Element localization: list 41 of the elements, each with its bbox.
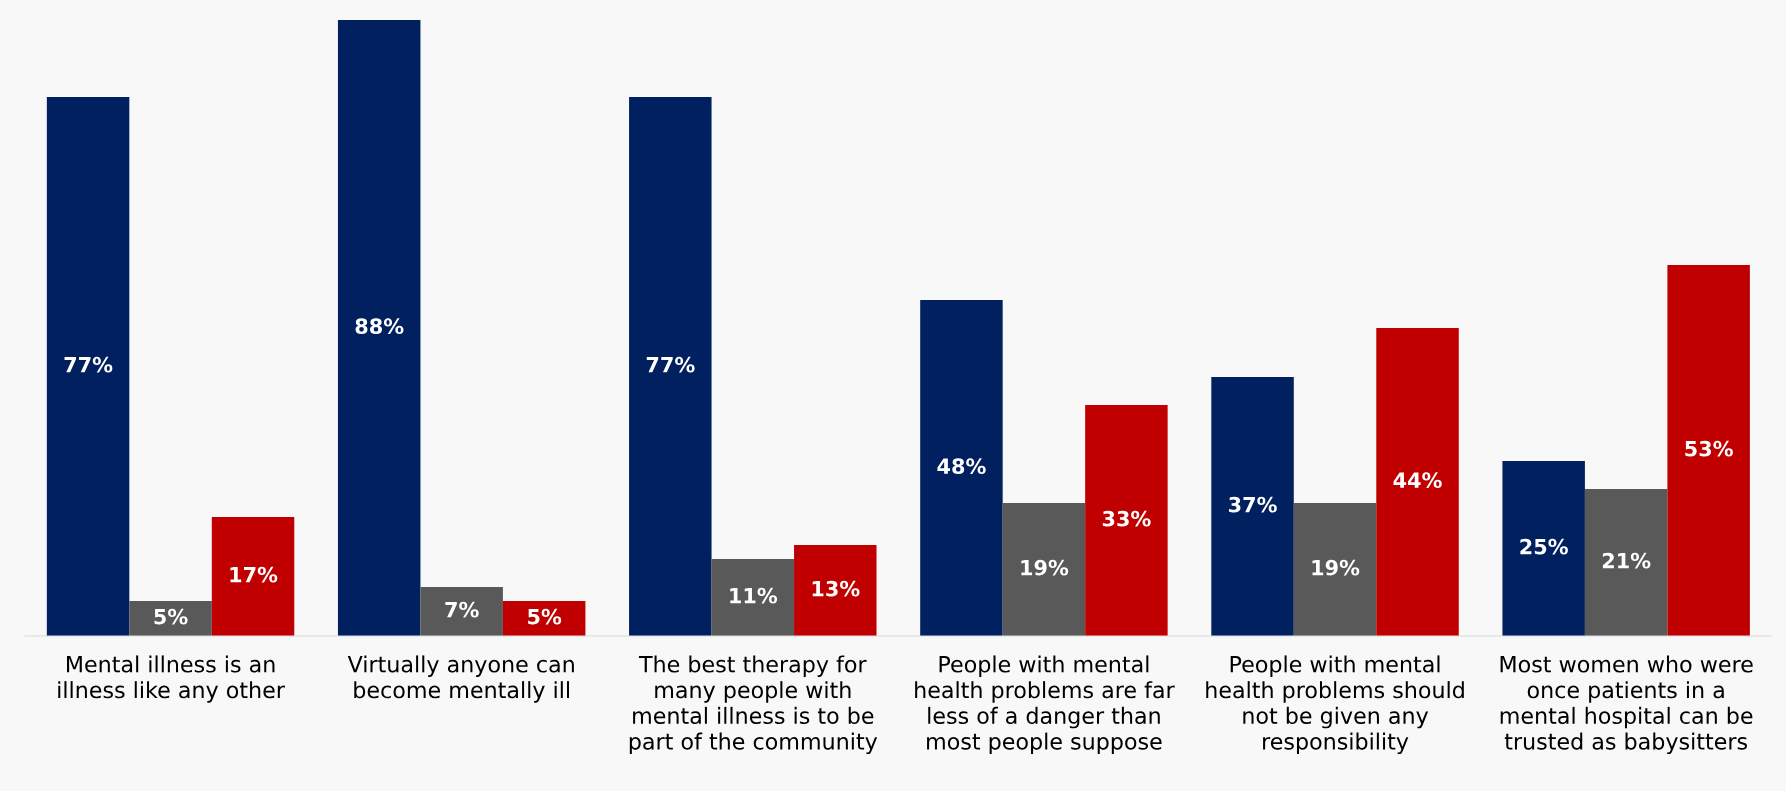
data-label: 33% xyxy=(1102,510,1151,527)
x-tick-label: Mental illness is an illness like any other xyxy=(58,655,285,703)
data-label: 48% xyxy=(937,458,986,475)
bar xyxy=(1502,460,1585,636)
data-label: 11% xyxy=(730,587,778,604)
bar xyxy=(1584,488,1668,636)
data-label: 25% xyxy=(1520,538,1568,555)
data-label: 88% xyxy=(355,318,404,335)
data-label: 5% xyxy=(528,608,562,625)
bar xyxy=(629,97,712,636)
data-label: 77% xyxy=(64,356,113,373)
bar xyxy=(420,586,503,636)
bar xyxy=(337,20,421,636)
bar xyxy=(211,516,295,636)
bar xyxy=(129,600,212,636)
x-tick-label: Most women who were once patients in a mental hospital can be trusted as babysitters xyxy=(1500,655,1753,755)
data-label: 77% xyxy=(646,356,695,373)
data-label: 37% xyxy=(1229,496,1277,513)
bar xyxy=(1002,502,1086,636)
x-tick-label: People with mental health problems are far less of a danger than most people suppose xyxy=(915,655,1175,755)
bar xyxy=(920,300,1003,636)
bar xyxy=(1085,405,1168,636)
data-label: 21% xyxy=(1602,552,1651,569)
bar xyxy=(1293,502,1377,636)
x-tick-label: People with mental health problems should not be given any responsibility xyxy=(1206,655,1464,755)
x-tick-label: Virtually anyone can become mentally ill xyxy=(347,655,574,703)
bar xyxy=(1376,328,1459,636)
data-label: 53% xyxy=(1685,440,1733,457)
data-label: 5% xyxy=(154,608,188,625)
data-label: 19% xyxy=(1021,559,1069,576)
data-label: 17% xyxy=(230,566,278,583)
data-label: 44% xyxy=(1393,472,1442,489)
data-label: 7% xyxy=(445,601,479,618)
bar xyxy=(711,558,795,636)
bar xyxy=(46,97,130,636)
bar xyxy=(794,544,877,636)
data-label: 13% xyxy=(812,580,860,597)
bar xyxy=(1211,377,1294,636)
data-label: 19% xyxy=(1312,559,1360,576)
bar xyxy=(1667,265,1750,636)
x-tick-label: The best therapy for many people with mental illness is to be part of the community xyxy=(629,655,878,755)
